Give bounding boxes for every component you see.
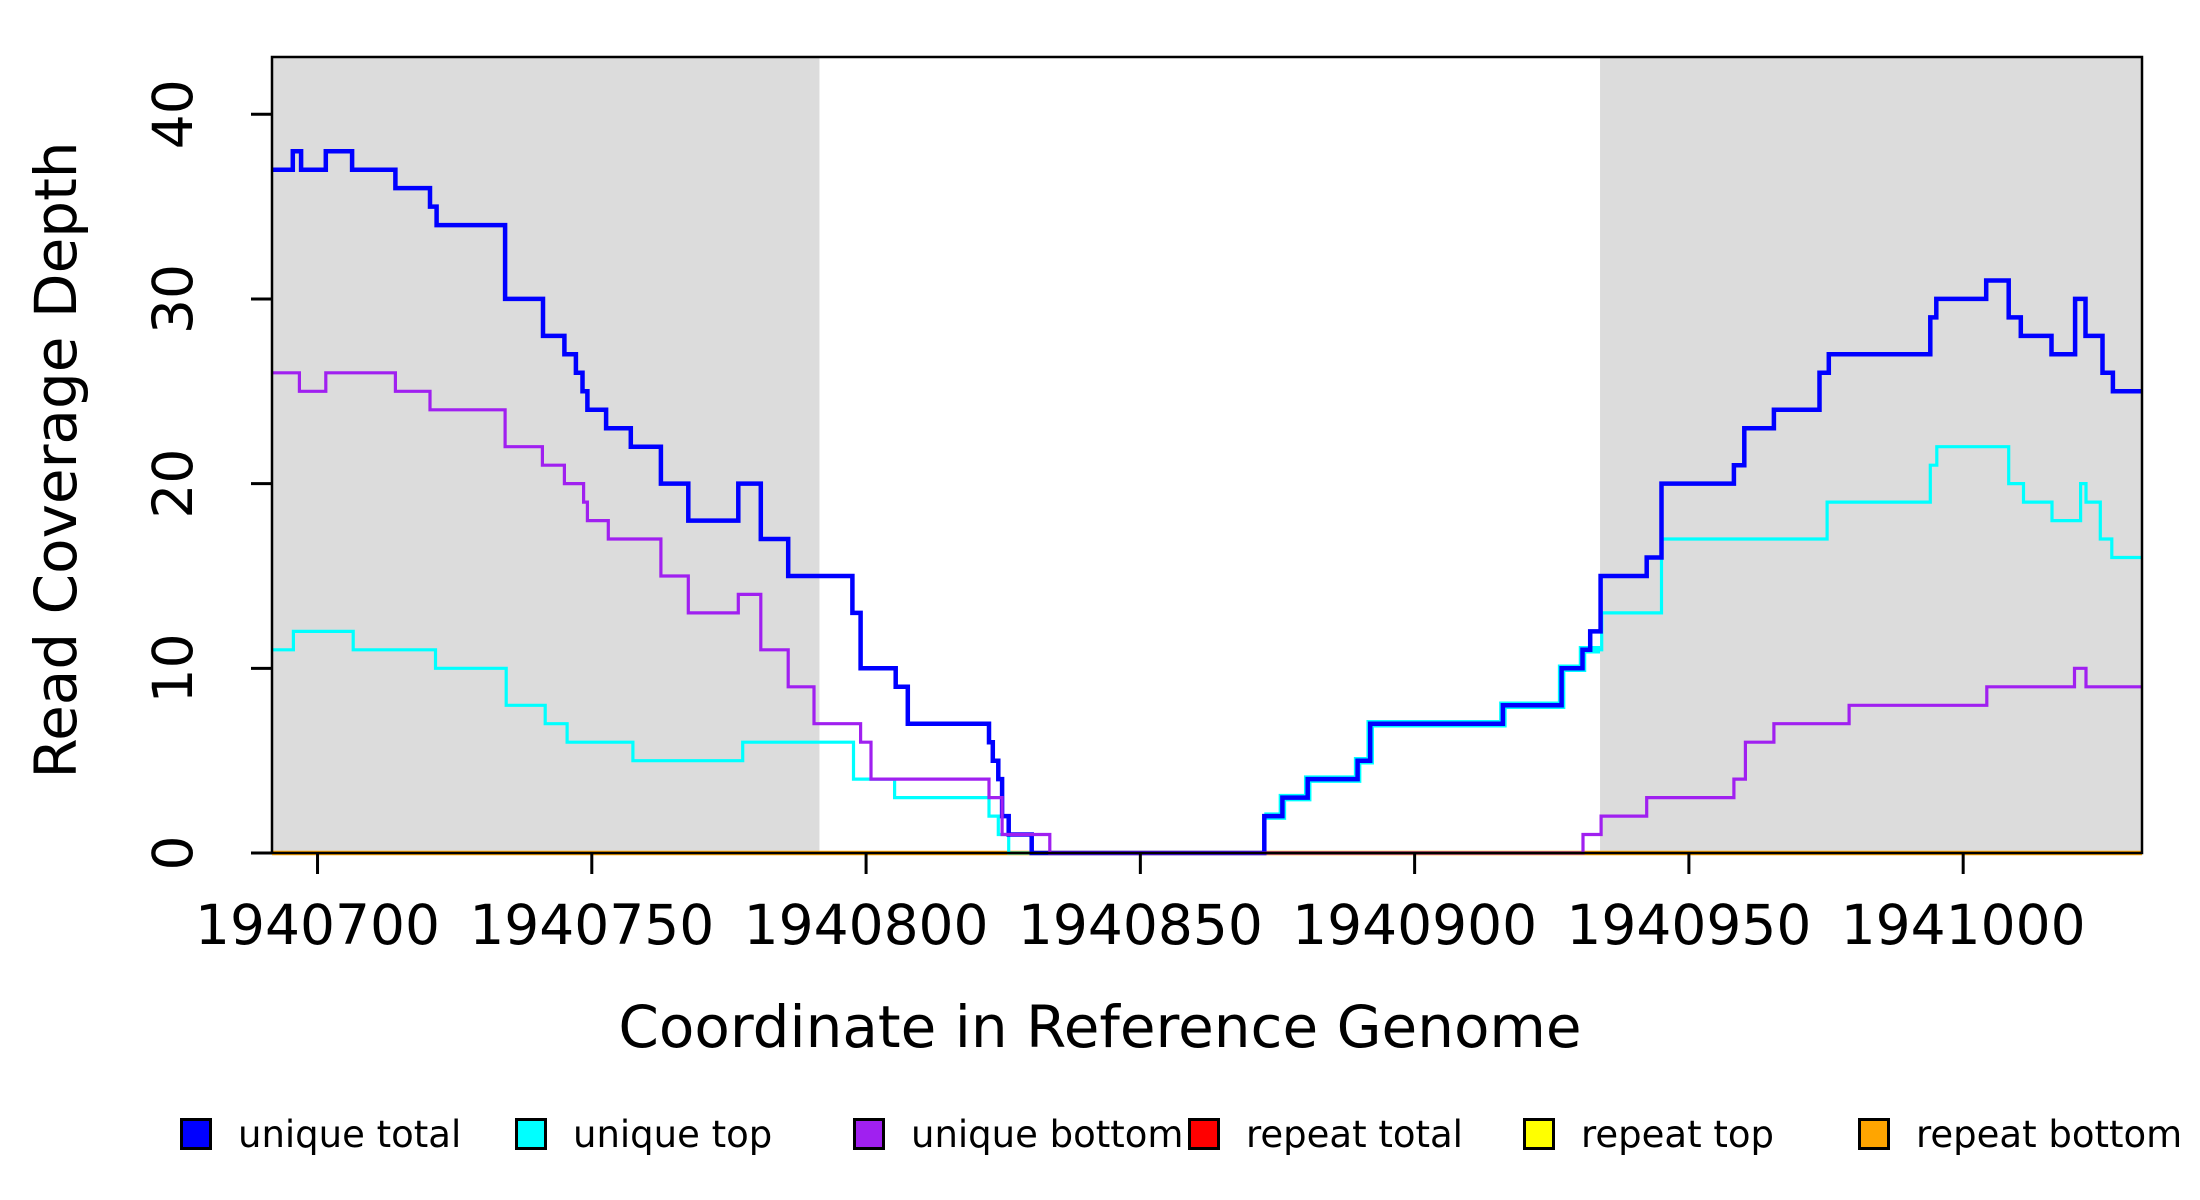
repeat-bottom-swatch-icon (1858, 1118, 1890, 1150)
x-tick-label: 1940900 (1292, 893, 1537, 957)
legend-label: unique top (573, 1112, 773, 1156)
x-tick-label: 1940700 (195, 893, 440, 957)
x-tick-label: 1940750 (469, 893, 714, 957)
x-tick-label: 1940850 (1018, 893, 1263, 957)
x-axis-title: Coordinate in Reference Genome (618, 993, 1582, 1061)
x-tick-label: 1941000 (1841, 893, 2086, 957)
repeat-region-shading-right (1600, 57, 2142, 853)
legend-item-unique-bottom: unique bottom (853, 1108, 1183, 1160)
legend-item-repeat-top: repeat top (1523, 1108, 1774, 1160)
legend-item-unique-total: unique total (180, 1108, 461, 1160)
legend-item-repeat-total: repeat total (1188, 1108, 1463, 1160)
y-tick-label: 30 (141, 264, 205, 334)
repeat-region-shading-left (272, 57, 820, 853)
y-tick-label: 0 (141, 836, 205, 871)
legend-label: unique total (238, 1112, 462, 1156)
unique-bottom-line (272, 371, 2142, 855)
y-tick-label: 10 (141, 633, 205, 703)
unique-bottom-swatch-icon (853, 1118, 885, 1150)
legend-label: repeat top (1581, 1112, 1774, 1156)
plot-border (270, 55, 2144, 855)
y-tick-label: 20 (141, 449, 205, 519)
x-tick-label: 1940800 (744, 893, 989, 957)
legend-label: repeat bottom (1916, 1112, 2183, 1156)
x-tick-label: 1940950 (1566, 893, 1811, 957)
legend-label: repeat total (1246, 1112, 1463, 1156)
unique-top-swatch-icon (515, 1118, 547, 1150)
legend-label: unique bottom (911, 1112, 1184, 1156)
unique-total-swatch-icon (180, 1118, 212, 1150)
repeat-top-swatch-icon (1523, 1118, 1555, 1150)
repeat-total-swatch-icon (1188, 1118, 1220, 1150)
y-tick-label: 40 (141, 79, 205, 149)
legend: unique total unique top unique bottom re… (0, 1108, 2200, 1160)
y-axis-title: Read Coverage Depth (22, 141, 90, 779)
unique-total-line (272, 148, 2142, 856)
legend-item-unique-top: unique top (515, 1108, 772, 1160)
legend-item-repeat-bottom: repeat bottom (1858, 1108, 2182, 1160)
unique-top-halo-line (1264, 646, 1600, 820)
